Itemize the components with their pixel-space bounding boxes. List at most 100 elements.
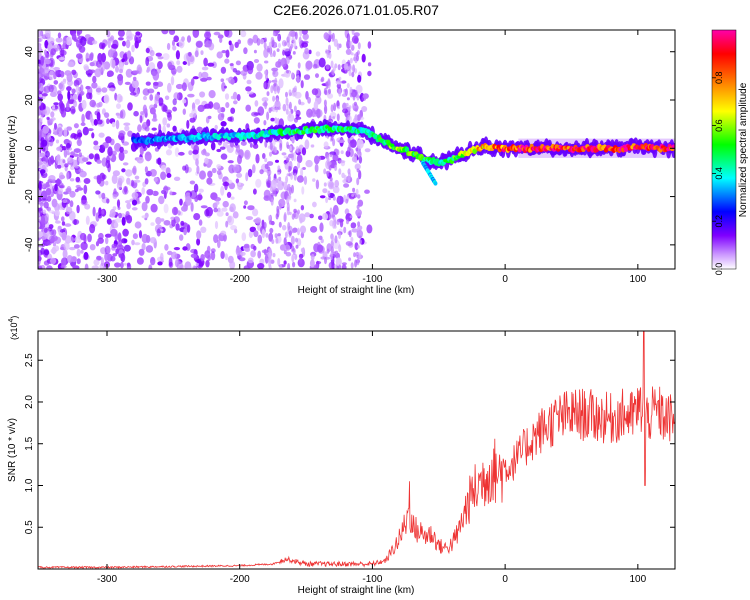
heatmap-noise-blob (170, 67, 177, 75)
heatmap-noise-blob (358, 155, 363, 164)
heatmap-noise-blob (195, 40, 203, 48)
heatmap-noise-blob (233, 164, 240, 173)
heatmap-noise-blob (271, 39, 275, 45)
heatmap-noise-blob (356, 204, 360, 210)
heatmap-noise-blob (230, 107, 236, 114)
heatmap-noise-blob (55, 69, 59, 77)
heatmap-noise-blob (38, 128, 43, 137)
heatmap-noise-blob (343, 183, 350, 188)
heatmap-x-axis: -300 -200 -100 0 100 (97, 30, 647, 285)
heatmap-noise-blob (313, 100, 319, 111)
heatmap-noise-blob (198, 71, 203, 79)
chart-title: C2E6.2026.071.01.05.R07 (273, 2, 439, 18)
heatmap-noise-blob (288, 211, 292, 216)
heatmap-noise-blob (336, 149, 340, 156)
heatmap-noise-blob (357, 221, 361, 227)
heatmap-noise-blob (207, 170, 213, 178)
heatmap-noise-blob (315, 73, 319, 78)
heatmap-noise-blob (291, 254, 295, 263)
heatmap-noise-blob (288, 101, 292, 110)
heatmap-noise-blob (269, 142, 273, 151)
heatmap-noise-blob (230, 78, 235, 85)
heatmap-noise-blob (354, 37, 359, 44)
heatmap-noise-blob (144, 151, 152, 162)
heatmap-noise-blob (351, 228, 359, 233)
heatmap-noise-blob (47, 37, 55, 44)
heatmap-noise-blob (155, 95, 160, 99)
heatmap-noise-blob (198, 219, 203, 226)
heatmap-noise-blob (356, 114, 361, 121)
heatmap-noise-blob (167, 112, 173, 122)
heatmap-noise-blob (253, 59, 260, 63)
heatmap-noise-blob (91, 132, 95, 139)
heatmap-signal-cell (594, 148, 599, 153)
heatmap-noise-blob (350, 224, 354, 229)
heatmap-noise-blob (294, 31, 298, 40)
heatmap-noise-blob (145, 195, 150, 204)
heatmap-y-tick-label: -40 (24, 237, 35, 252)
heatmap-noise-blob (143, 108, 148, 114)
heatmap-noise-blob (190, 202, 194, 212)
heatmap-noise-blob (124, 125, 130, 132)
heatmap-noise-blob (190, 78, 195, 86)
heatmap-noise-blob (216, 148, 222, 153)
heatmap-noise-blob (288, 145, 293, 152)
heatmap-noise-blob (133, 179, 141, 183)
heatmap-noise-blob (59, 174, 66, 180)
heatmap-noise-blob (89, 99, 96, 108)
heatmap-noise-blob (289, 92, 293, 96)
heatmap-noise-blob (57, 188, 64, 195)
heatmap-noise-blob (91, 82, 98, 89)
heatmap-noise-blob (51, 229, 57, 236)
heatmap-noise-blob (163, 220, 171, 226)
heatmap-noise-blob (285, 190, 288, 200)
heatmap-noise-blob (308, 49, 312, 55)
heatmap-noise-blob (328, 261, 335, 269)
heatmap-noise-blob (352, 64, 356, 73)
heatmap-noise-blob (338, 232, 342, 239)
heatmap-noise-blob (145, 47, 150, 54)
heatmap-noise-blob (213, 234, 219, 244)
heatmap-noise-blob (187, 266, 194, 269)
heatmap-noise-blob (240, 70, 248, 76)
heatmap-noise-blob (95, 212, 100, 222)
heatmap-noise-blob (225, 102, 230, 108)
heatmap-noise-blob (87, 40, 91, 45)
heatmap-noise-blob (106, 155, 111, 164)
heatmap-noise-blob (76, 204, 80, 214)
heatmap-noise-blob (132, 233, 138, 240)
heatmap-noise-blob (121, 58, 125, 63)
heatmap-noise-blob (305, 159, 313, 168)
heatmap-noise-blob (245, 216, 253, 221)
heatmap-noise-blob (160, 164, 167, 171)
heatmap-noise-blob (300, 205, 305, 211)
heatmap-noise-blob (356, 94, 360, 101)
heatmap-noise-blob (237, 154, 242, 165)
heatmap-noise-blob (263, 41, 267, 50)
heatmap-noise-blob (285, 251, 292, 257)
heatmap-noise-blob (262, 153, 266, 159)
heatmap-noise-blob (138, 248, 145, 256)
heatmap-noise-blob (192, 76, 199, 80)
heatmap-noise-blob (317, 244, 324, 253)
heatmap-noise-blob (116, 93, 123, 103)
heatmap-noise-blob (323, 141, 329, 149)
heatmap-noise-blob (278, 203, 282, 210)
heatmap-noise-blob (293, 105, 297, 113)
heatmap-noise-blob (220, 107, 226, 113)
heatmap-noise-blob (328, 88, 331, 95)
heatmap-noise-blob (135, 31, 141, 36)
heatmap-noise-blob (61, 231, 67, 241)
heatmap-noise-blob (50, 155, 55, 165)
heatmap-noise-blob (196, 238, 201, 246)
heatmap-noise-blob (323, 106, 327, 111)
heatmap-noise-blob (246, 79, 252, 85)
heatmap-noise-blob (172, 125, 177, 132)
heatmap-noise-blob (161, 30, 169, 35)
heatmap-noise-blob (55, 37, 63, 43)
heatmap-noise-blob (243, 265, 250, 269)
heatmap-noise-blob (286, 173, 290, 177)
heatmap-noise-blob (268, 247, 272, 254)
heatmap-noise-blob (287, 161, 291, 167)
heatmap-noise-blob (259, 38, 265, 45)
